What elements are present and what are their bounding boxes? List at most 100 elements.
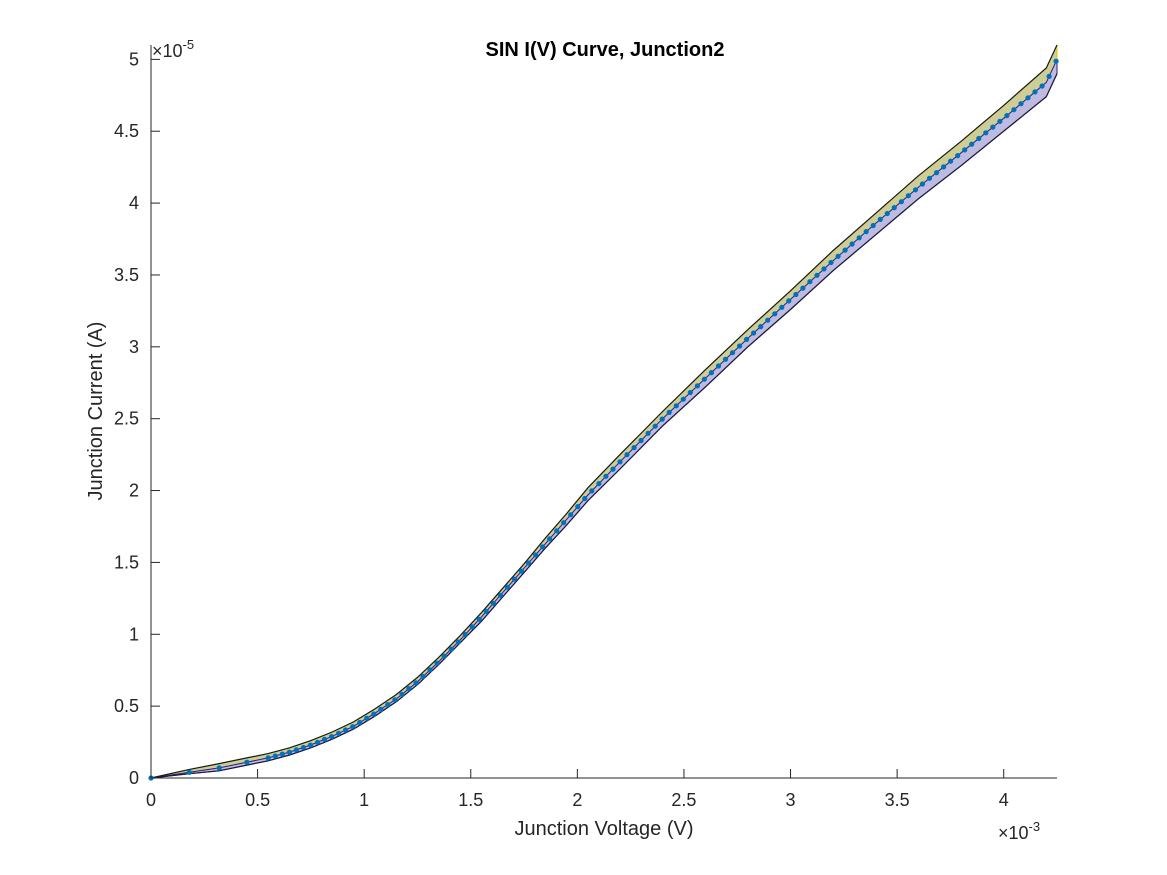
y-tick-label: 1.5 [114,552,139,572]
data-point [427,667,433,673]
data-point [807,279,813,285]
data-point [589,488,595,494]
data-point [336,730,342,736]
data-point [701,376,708,382]
x-tick-label: 2.5 [671,790,696,810]
data-point [307,742,314,748]
data-point [955,153,961,159]
x-tick-label: 3.5 [885,790,910,810]
data-point [1046,73,1052,79]
data-point [673,403,679,409]
data-point [835,253,841,259]
plot-area [148,44,1059,781]
data-point [765,317,771,323]
band-lower-edge [150,73,1058,779]
data-point [575,504,581,510]
y-tick-label: 4.5 [114,121,139,141]
data-point [905,193,912,199]
data-point [533,552,539,558]
data-point [744,336,750,342]
axes: 0 0.5 1 1.5 2 2.5 3 3.5 4 0 0.5 1 1.5 2 2.5 3 3.5 4 4.5 5 [114,45,1057,810]
data-point [350,724,356,730]
y-tick-label: 1 [129,624,139,644]
data-point [321,736,328,743]
data-point [364,715,370,721]
data-point [413,680,419,686]
data-point [962,147,968,153]
data-point [821,266,827,272]
data-point [666,409,672,415]
x-tick-label: 3 [786,790,796,810]
data-point [969,141,975,147]
data-point [842,247,848,253]
data-point [856,235,862,241]
data-point [462,631,468,638]
data-point [870,222,876,229]
svg-text:×10-3: ×10-3 [998,819,1040,843]
data-point [617,459,623,465]
data-point [983,130,989,136]
data-point [715,363,722,369]
data-point [786,298,792,304]
x-tick-label: 2 [572,790,582,810]
data-point [814,272,820,278]
y-tick-label: 2.5 [114,409,139,429]
data-point [504,584,510,590]
data-point [912,187,919,193]
data-markers [148,58,1059,781]
y-multiplier-base: ×10 [152,41,183,61]
y-tick-label: 0 [129,768,139,788]
data-point [631,445,637,451]
data-point [511,576,518,582]
x-multiplier-exponent: -3 [1029,819,1041,834]
data-point [659,416,665,422]
data-point [891,205,897,211]
data-point [687,389,693,396]
data-point [624,452,630,458]
data-point [582,495,588,502]
data-point [849,241,855,247]
data-point [420,673,426,680]
y-tick-label: 2 [129,481,139,501]
data-point [476,616,482,622]
data-point [1011,107,1017,113]
data-point [244,759,250,765]
data-point [708,370,715,376]
chart-title: SIN I(V) Curve, Junction2 [486,39,725,61]
data-point [990,124,996,130]
data-point [680,396,686,402]
x-tick-label: 0 [146,790,156,810]
data-point [772,311,778,317]
data-point [561,520,567,526]
x-tick-label: 4 [999,790,1009,810]
data-point [779,304,785,310]
x-tick-label: 0.5 [245,790,270,810]
data-point [603,473,609,479]
data-point [800,285,806,291]
data-point [751,330,757,336]
band-upper-edge [150,44,1058,779]
data-point [357,719,363,726]
data-point [596,481,602,487]
x-multiplier-base: ×10 [998,823,1029,843]
x-tick-label: 1.5 [458,790,483,810]
data-point [385,702,391,708]
y-multiplier: ×10-5 [152,37,194,61]
x-ticks: 0 0.5 1 1.5 2 2.5 3 3.5 4 [146,769,1009,810]
data-point [941,164,947,170]
x-multiplier: ×10-3 [998,819,1040,843]
data-point [314,739,321,745]
data-point [934,170,940,176]
data-point [919,181,926,187]
data-point [300,744,306,751]
data-point [722,356,729,362]
data-point [378,706,384,712]
data-point [469,624,475,630]
data-point [948,158,954,164]
data-point [884,210,890,217]
data-point [293,747,299,753]
data-point [1004,113,1010,119]
data-point [441,653,447,659]
x-tick-label: 1 [359,790,369,810]
